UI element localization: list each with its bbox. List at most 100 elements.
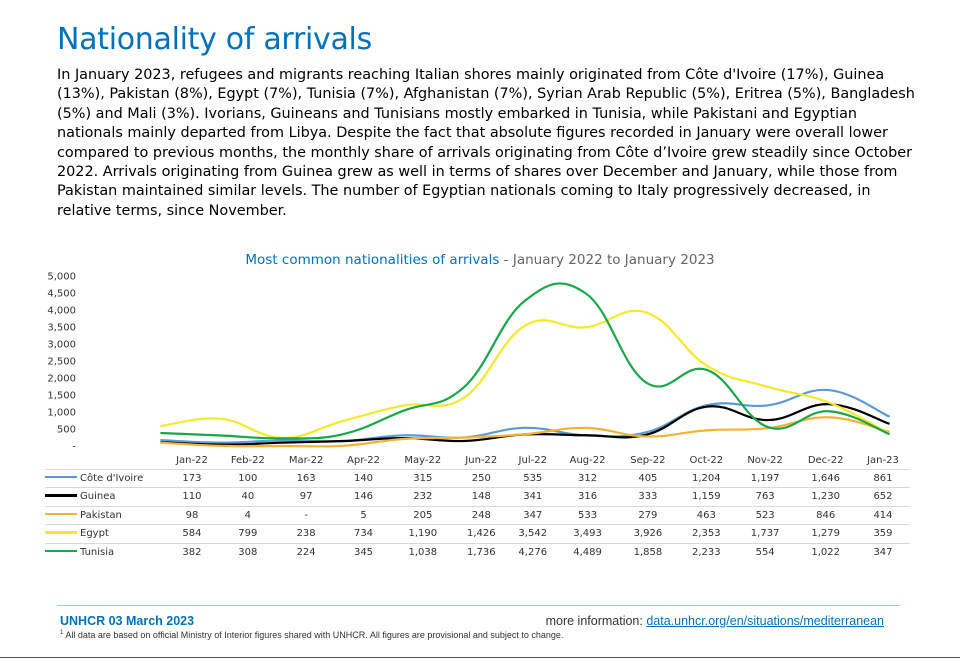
data-label: 359: [855, 524, 910, 543]
y-tick-label: 4,000: [47, 306, 76, 317]
y-tick-label: 1,000: [47, 408, 76, 419]
x-tick-label: Dec-22: [807, 455, 844, 467]
data-label: 148: [454, 487, 509, 506]
data-label: 533: [557, 505, 618, 525]
data-label: 347: [855, 542, 910, 562]
data-label: 554: [734, 542, 796, 562]
table-row: Guinea 110 40 97 146 232 148 341 316 333 1,159 763 1…: [45, 487, 910, 506]
data-label: 345: [335, 542, 392, 562]
data-label: 652: [855, 487, 910, 506]
legend-entry: Pakistan: [45, 505, 165, 525]
data-label: 250: [454, 468, 509, 488]
legend-entry: Tunisia: [45, 542, 165, 562]
data-label: 1,038: [391, 542, 455, 562]
data-label: 333: [618, 487, 678, 506]
data-label: 308: [218, 542, 277, 562]
data-label: 1,022: [795, 542, 856, 562]
data-label: 861: [855, 468, 910, 488]
data-label: 523: [734, 505, 796, 525]
data-label: 1,197: [734, 468, 796, 488]
data-label: 40: [218, 487, 277, 506]
data-label: 315: [391, 468, 455, 488]
data-label: 382: [165, 542, 219, 562]
legend-label: Guinea: [80, 491, 116, 503]
data-label: 1,279: [795, 524, 856, 543]
table-row: Côte d'Ivoire 173 100 163 140 315 250 535 312 405…: [45, 468, 910, 488]
data-label: 1,190: [391, 524, 455, 543]
table-row: Pakistan 98 4-5 205 248 347 533 279 463 523 846 414: [45, 505, 910, 525]
data-label: 238: [276, 524, 336, 543]
data-label: 316: [557, 487, 618, 506]
data-label: 100: [218, 468, 277, 488]
data-label: 248: [454, 505, 509, 525]
legend-entry: Côte d'Ivoire: [45, 468, 165, 488]
footnote-text: All data are based on official Ministry …: [63, 630, 564, 640]
x-tick-label: Mar-22: [288, 455, 324, 467]
data-label: 405: [618, 468, 678, 488]
data-label: 312: [557, 468, 618, 488]
data-label: 2,233: [677, 542, 735, 562]
data-label: 1,426: [454, 524, 509, 543]
data-label: 3,493: [557, 524, 618, 543]
data-label: 232: [391, 487, 455, 506]
data-label: 1,737: [734, 524, 796, 543]
footnote: 1 All data are based on official Ministr…: [60, 630, 563, 640]
data-label: 173: [165, 468, 219, 488]
bottom-divider: [0, 657, 960, 658]
footer-more-info: more information: data.unhcr.org/en/situ…: [546, 614, 884, 628]
x-tick-label: Oct-22: [689, 455, 724, 467]
more-info-link[interactable]: data.unhcr.org/en/situations/mediterrane…: [646, 614, 884, 628]
data-label: 5: [335, 505, 392, 525]
data-label: 4,276: [508, 542, 558, 562]
footnote-mark: 1: [60, 630, 64, 636]
data-label: -: [276, 505, 336, 525]
legend-swatch: [45, 475, 77, 478]
data-label: 4: [218, 505, 277, 525]
y-tick-label: 500: [57, 425, 76, 436]
legend-entry: Guinea: [45, 487, 165, 506]
x-tick-label: Jun-22: [465, 455, 498, 467]
data-label: 763: [734, 487, 796, 506]
data-label: 205: [391, 505, 455, 525]
x-tick-label: Jul-22: [518, 455, 547, 467]
y-tick-label: 2,500: [47, 357, 76, 368]
footer-divider: [57, 605, 900, 606]
data-label: 1,646: [795, 468, 856, 488]
data-label: 584: [165, 524, 219, 543]
data-label: 98: [165, 505, 219, 525]
y-tick-label: 5,000: [47, 272, 76, 283]
data-label: 1,736: [454, 542, 509, 562]
data-label: 97: [276, 487, 336, 506]
data-label: 734: [335, 524, 392, 543]
data-label: 4,489: [557, 542, 618, 562]
series-line-tunisia: [160, 282, 891, 440]
data-label: 110: [165, 487, 219, 506]
legend-swatch: [45, 531, 77, 534]
data-label: 347: [508, 505, 558, 525]
data-label: 3,926: [618, 524, 678, 543]
legend-label: Côte d'Ivoire: [80, 472, 144, 484]
data-label: 1,858: [618, 542, 678, 562]
data-label: 140: [335, 468, 392, 488]
y-tick-label: -: [72, 442, 76, 453]
more-info-label: more information:: [545, 614, 643, 628]
y-tick-label: 3,000: [47, 340, 76, 351]
chart-title-sub: - January 2022 to January 2023: [503, 252, 715, 268]
data-label: 146: [335, 487, 392, 506]
x-tick-label: Apr-22: [347, 455, 380, 467]
table-header-row: Jan-22 Feb-22 Mar-22 Apr-22 May-22 Jun-22 Jul-…: [45, 453, 910, 469]
legend-label: Tunisia: [80, 547, 115, 558]
x-tick-label: Nov-22: [747, 455, 783, 467]
table-row: Egypt 584 799 238 734 1,190 1,426 3,542 3,493 3,9…: [45, 524, 910, 543]
data-label: 535: [508, 468, 558, 488]
legend-swatch: [45, 494, 77, 497]
footer-source: UNHCR 03 March 2023: [60, 614, 195, 628]
data-label: 799: [218, 524, 277, 543]
chart-title-main: Most common nationalities of arrivals: [245, 252, 500, 268]
x-tick-label: Feb-22: [230, 455, 265, 467]
data-label: 224: [276, 542, 336, 562]
x-tick-label: Sep-22: [630, 455, 666, 467]
data-label: 846: [795, 505, 856, 525]
x-tick-label: Jan-22: [176, 455, 208, 467]
